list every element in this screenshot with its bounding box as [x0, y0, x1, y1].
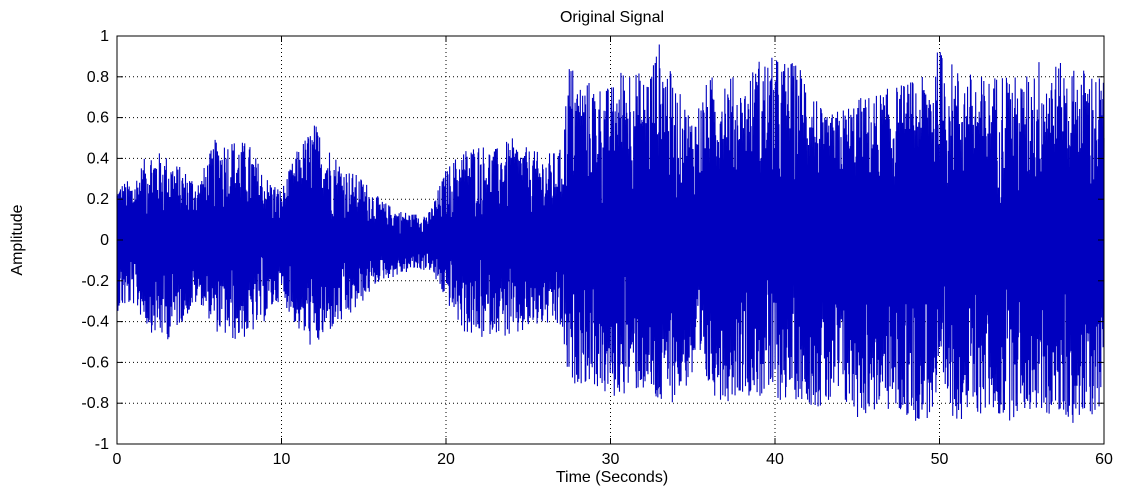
y-tick-label: 0 [100, 232, 109, 249]
x-tick-label: 60 [1095, 451, 1113, 468]
y-tick-labels: -1 -0.8 -0.6 -0.4 -0.2 0 0.2 0.4 0.6 0.8 1 [81, 28, 109, 453]
x-tick-label: 40 [766, 451, 784, 468]
y-tick-label: 0.2 [87, 191, 109, 208]
signal-series [116, 44, 1105, 423]
y-tick-label: -0.4 [81, 314, 109, 331]
signal-line [116, 44, 1105, 423]
y-tick-label: -0.6 [81, 354, 109, 371]
x-axis-label: Time (Seconds) [556, 469, 668, 486]
y-tick-label: 1 [100, 28, 109, 45]
axis-ticks [116, 35, 1105, 445]
chart-title: Original Signal [560, 9, 664, 26]
y-tick-label: -1 [95, 436, 109, 453]
x-tick-label: 30 [602, 451, 620, 468]
x-tick-label: 0 [113, 451, 122, 468]
x-tick-label: 10 [273, 451, 291, 468]
x-tick-label: 50 [931, 451, 949, 468]
y-tick-label: 0.4 [87, 150, 109, 167]
y-tick-label: -0.8 [81, 395, 109, 412]
x-tick-label: 20 [437, 451, 455, 468]
y-tick-label: 0.6 [87, 110, 109, 127]
y-tick-label: 0.8 [87, 69, 109, 86]
x-tick-labels: 0 10 20 30 40 50 60 [113, 451, 1113, 468]
y-axis-label: Amplitude [9, 204, 26, 275]
y-tick-label: -0.2 [81, 273, 109, 290]
